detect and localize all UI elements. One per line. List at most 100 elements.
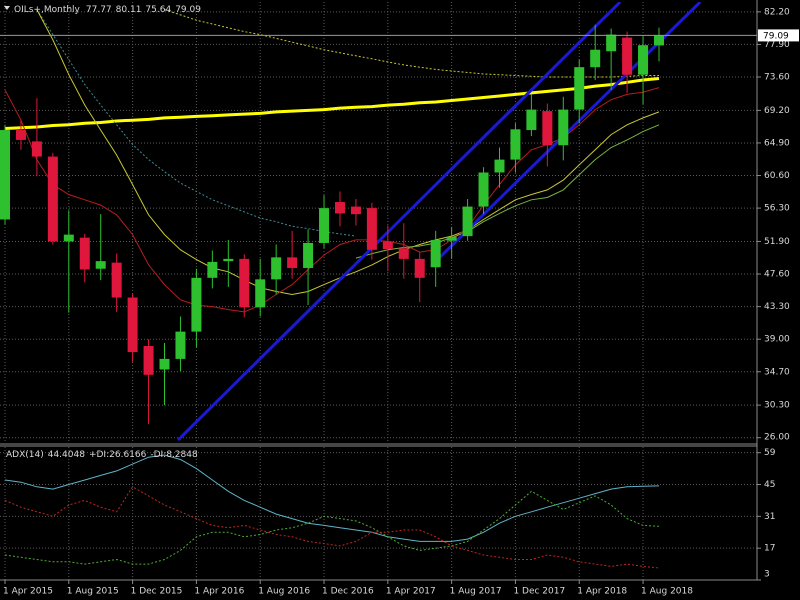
candle-body	[366, 208, 377, 250]
candle-body	[398, 248, 409, 259]
candle-body	[478, 172, 489, 207]
candle-body	[111, 262, 122, 298]
indicator-line	[4, 486, 660, 569]
current-price-box	[758, 29, 799, 42]
candle-body	[255, 279, 266, 308]
candle-body	[127, 297, 138, 353]
x-tick-label: 1 Aug 2017	[450, 587, 502, 597]
open-value: 77.77	[86, 5, 112, 15]
y-tick-label: 59	[764, 448, 776, 458]
candle-body	[239, 258, 250, 308]
candle-body	[574, 67, 585, 110]
candle-body	[95, 261, 106, 269]
x-tick-label: 1 Dec 2015	[131, 587, 183, 597]
indicator-line	[4, 454, 660, 542]
x-tick-label: 1 Dec 2017	[513, 587, 565, 597]
chart-title: OILs+,Monthly	[14, 5, 81, 15]
x-tick-label: 1 Aug 2018	[641, 587, 693, 597]
candle-body	[654, 35, 664, 46]
labels: 1 Apr 2015 1 Aug 2015 1 Dec 2015 1 Apr 2016…	[3, 7, 799, 597]
legend-value: 26.6166	[109, 450, 146, 460]
indicator-line	[4, 490, 660, 565]
y-tick-label: 34.70	[764, 367, 790, 377]
current-price-label: 79.09	[763, 31, 789, 41]
x-tick-label: 1 Apr 2018	[577, 587, 627, 597]
y-tick-label: 47.60	[764, 270, 790, 280]
x-tick-label: 1 Aug 2016	[258, 587, 310, 597]
x-tick-label: 1 Aug 2015	[67, 587, 119, 597]
candle-body	[63, 234, 74, 242]
candle-body	[79, 237, 90, 270]
candle-body	[542, 111, 553, 146]
candle-body	[175, 331, 186, 359]
y-tick-label: 82.20	[764, 7, 790, 17]
candle-body	[494, 159, 505, 173]
menu-triangle	[4, 6, 10, 10]
adx-panel	[4, 454, 660, 569]
y-tick-label: 64.90	[764, 138, 790, 148]
y-tick-label: 45	[764, 480, 775, 490]
x-tick-label: 1 Apr 2015	[3, 587, 53, 597]
x-tick-label: 1 Apr 2016	[194, 587, 244, 597]
candle-body	[526, 109, 537, 131]
candle-body	[319, 208, 330, 243]
candle-body	[143, 346, 154, 375]
moving-average	[355, 124, 660, 259]
candle-body	[15, 130, 26, 140]
legend-name: -DI:	[150, 450, 166, 460]
y-tick-label: 69.20	[764, 106, 790, 116]
candle-body	[638, 45, 649, 75]
candle-body	[191, 277, 202, 332]
trend-line	[177, 2, 622, 442]
candle-body	[558, 109, 569, 146]
high-value: 80.11	[116, 5, 142, 15]
indicator-header: ADX(14) 44.4048 +DI:26.6166 -DI:8.2848	[6, 450, 198, 460]
candle-body	[334, 202, 345, 214]
candle-body	[287, 257, 298, 268]
y-tick-label: 31	[764, 512, 775, 522]
legend-value: 8.2848	[166, 450, 198, 460]
axes	[0, 0, 758, 581]
price-panel	[0, 2, 757, 442]
y-tick-label: 77.90	[764, 40, 790, 50]
candle-body	[414, 258, 425, 278]
y-tick-label: 51.90	[764, 237, 790, 247]
y-tick-label: 39.00	[764, 335, 790, 345]
chart-header: OILs+,Monthly 77.77 80.11 75.64 79.09	[14, 5, 201, 15]
candle-body	[510, 129, 521, 160]
candle-body	[223, 258, 234, 262]
candle-body	[350, 206, 361, 215]
legend-name: ADX(14)	[6, 450, 44, 460]
candle-body	[590, 49, 601, 68]
y-tick-label: 30.30	[764, 401, 790, 411]
moving-average	[4, 77, 660, 130]
moving-average	[36, 9, 356, 237]
candle-body	[303, 242, 314, 268]
candle-body	[159, 358, 170, 370]
candle-body	[0, 130, 10, 220]
x-tick-label: 1 Apr 2017	[386, 587, 436, 597]
y-tick-label: 73.60	[764, 73, 790, 83]
moving-average	[164, 9, 659, 78]
candle-body	[271, 257, 282, 280]
y-tick-label: 3	[764, 570, 770, 580]
candle-body	[446, 236, 457, 241]
candle-body	[47, 156, 58, 242]
y-tick-label: 56.30	[764, 204, 790, 214]
legend-name: +DI:	[89, 450, 109, 460]
y-tick-label: 26.00	[764, 433, 790, 443]
x-tick-label: 1 Dec 2016	[322, 587, 374, 597]
candle-body	[31, 141, 42, 157]
y-tick-label: 17	[764, 544, 775, 554]
legend-value: 44.4048	[48, 450, 85, 460]
candle-body	[462, 206, 473, 237]
close-value: 79.09	[175, 5, 201, 15]
candle-body	[382, 241, 393, 250]
candle-body	[430, 239, 441, 268]
low-value: 75.64	[145, 5, 171, 15]
y-tick-label: 43.30	[764, 302, 790, 312]
candle-body	[606, 34, 617, 52]
